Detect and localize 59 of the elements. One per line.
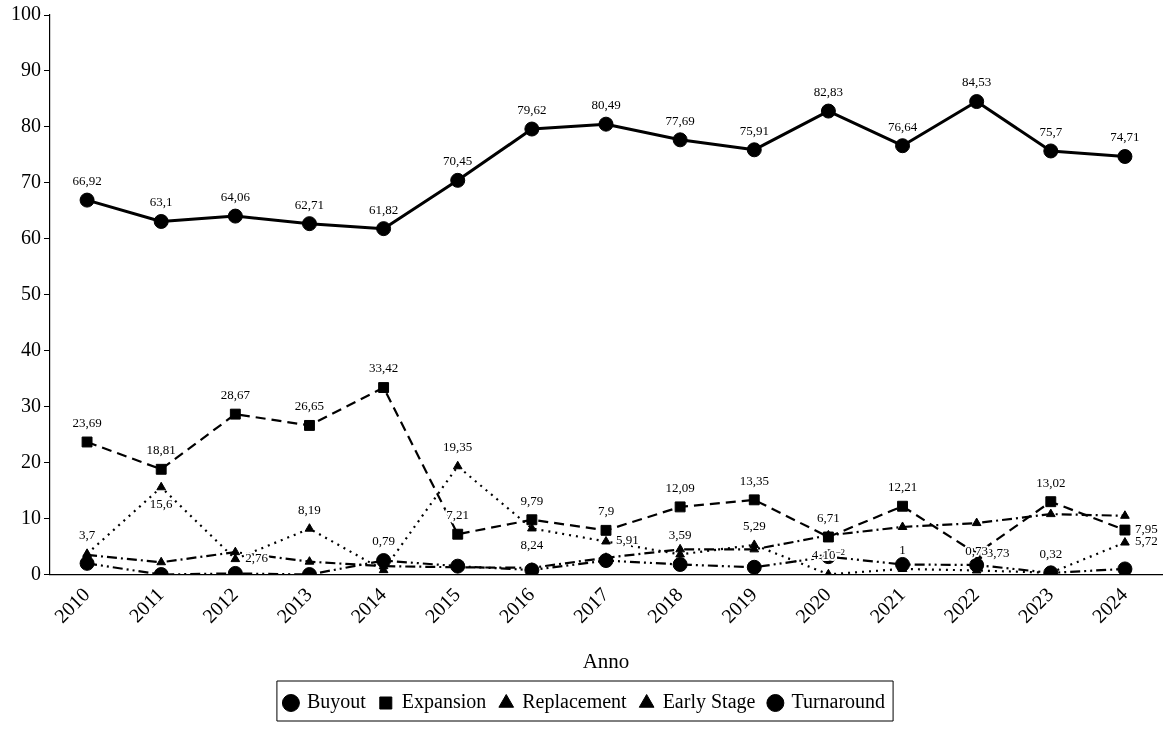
data-label: 82,83 (813, 84, 844, 99)
data-label: 18,81 (146, 442, 176, 458)
legend-label: Expansion (401, 690, 487, 714)
data-label: 8,24 (520, 537, 544, 553)
data-label: 6,71 (817, 509, 840, 525)
x-tick-label: 2011 (124, 583, 168, 627)
y-tick-label: 90 (21, 58, 41, 81)
data-label: 12,21 (887, 479, 918, 495)
data-label: 75,7 (1039, 123, 1063, 139)
y-tick-label: 0 (31, 561, 41, 584)
data-label: 0,32 (1039, 545, 1063, 561)
data-label: 1 (899, 541, 906, 557)
data-label: 84,53 (962, 74, 992, 90)
data-label: 3,7 (78, 526, 96, 542)
y-tick-label: 80 (21, 114, 41, 137)
x-axis-title: Anno (582, 648, 630, 673)
data-label: 74,71 (1110, 129, 1140, 145)
data-label: 23,69 (72, 414, 102, 430)
legend-label: Early Stage (662, 690, 756, 714)
data-label: 61,82 (368, 201, 399, 217)
data-label: 64,06 (220, 189, 251, 205)
data-label: 0,79 (372, 533, 395, 549)
data-label: 28,67 (220, 387, 251, 403)
data-label: 26,65 (294, 398, 325, 414)
y-tick-label: 20 (21, 449, 41, 472)
data-label: 62,71 (294, 196, 325, 212)
data-label: 13,35 (739, 472, 769, 488)
y-tick-label: 10 (21, 505, 41, 528)
data-label: 70,45 (443, 153, 473, 169)
data-label: 0,73 (965, 543, 989, 559)
legend-label: Turnaround (791, 690, 886, 713)
data-label: 63,1 (149, 194, 173, 210)
data-label: 79,62 (517, 101, 547, 117)
data-label: 9,79 (520, 492, 544, 508)
data-label: 5,91 (616, 532, 639, 548)
legend-label: Replacement (522, 690, 628, 714)
data-label: 12,09 (665, 479, 695, 495)
data-label: 7,9 (597, 503, 615, 519)
y-tick-label: 50 (21, 282, 41, 305)
data-label: 13,02 (1036, 474, 1066, 490)
data-label: 77,69 (665, 112, 695, 128)
data-label: 5,29 (742, 517, 766, 533)
y-tick-label: 30 (21, 393, 41, 416)
y-tick-label: 60 (21, 226, 41, 249)
data-label: 75,91 (739, 122, 769, 138)
legend-label: Buyout (306, 690, 367, 714)
data-label: 80,49 (591, 97, 621, 113)
data-label: 3,59 (668, 527, 692, 543)
y-tick-label: 100 (11, 2, 41, 25)
y-tick-label: 40 (21, 337, 41, 360)
y-tick-label: 70 (21, 170, 41, 193)
data-label: 8,19 (298, 501, 321, 517)
data-label: 33,42 (368, 360, 399, 376)
data-label: 15,6 (149, 496, 174, 512)
data-label: 66,92 (72, 173, 102, 189)
data-label: 7,21 (446, 507, 470, 523)
data-label: 76,64 (887, 118, 918, 134)
data-label: 7,95 (1134, 520, 1158, 536)
data-label: 19,35 (443, 439, 473, 455)
